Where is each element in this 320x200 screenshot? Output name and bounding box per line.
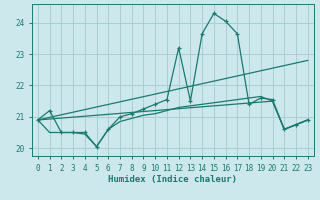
X-axis label: Humidex (Indice chaleur): Humidex (Indice chaleur) — [108, 175, 237, 184]
